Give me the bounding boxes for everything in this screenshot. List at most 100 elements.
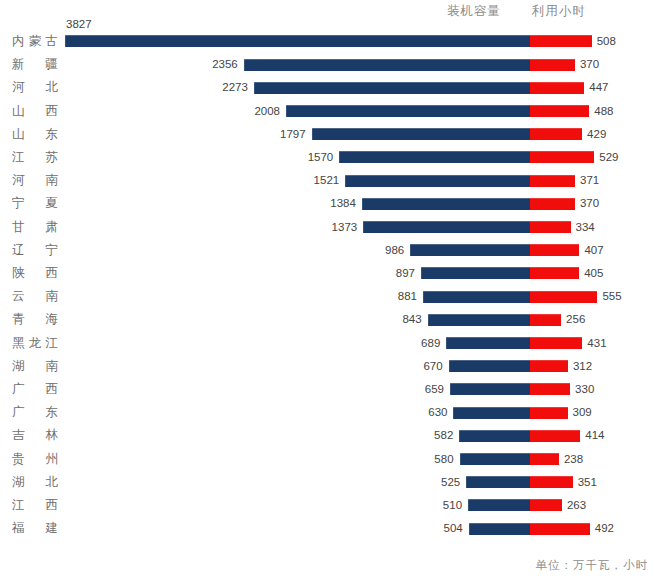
capacity-value-label: 1384 — [330, 192, 356, 215]
hours-value-label: 309 — [573, 401, 592, 424]
capacity-bar — [410, 244, 530, 256]
capacity-bar — [254, 82, 530, 94]
category-label: 江苏 — [12, 146, 58, 169]
capacity-bar — [423, 291, 530, 303]
hours-value-label: 508 — [597, 30, 616, 53]
hours-bar — [530, 35, 592, 47]
capacity-bar — [449, 360, 530, 372]
capacity-value-label: 1521 — [314, 169, 340, 192]
hours-value-label: 334 — [576, 216, 595, 239]
category-label: 辽宁 — [12, 239, 58, 262]
hours-value-label: 447 — [589, 76, 608, 99]
hours-bar — [530, 105, 589, 117]
capacity-value-label: 986 — [385, 239, 404, 262]
hours-bar — [530, 128, 582, 140]
chart-row: 吉林 582 414 — [0, 424, 654, 447]
hours-bar — [530, 291, 597, 303]
category-label: 广西 — [12, 378, 58, 401]
hours-bar — [530, 267, 579, 279]
category-label: 甘肃 — [12, 216, 58, 239]
chart-row: 青海 843 256 — [0, 308, 654, 331]
capacity-bar — [363, 221, 530, 233]
category-label: 黑龙江 — [12, 332, 58, 355]
capacity-value-label: 2356 — [212, 53, 238, 76]
capacity-value-label: 1797 — [280, 123, 306, 146]
hours-bar — [530, 523, 590, 535]
capacity-value-label: 689 — [421, 332, 440, 355]
category-label: 新疆 — [12, 53, 58, 76]
hours-bar — [530, 221, 571, 233]
capacity-bar — [362, 198, 530, 210]
capacity-bar — [453, 407, 530, 419]
capacity-value-label: 510 — [443, 494, 462, 517]
capacity-bar — [244, 59, 530, 71]
hours-bar — [530, 430, 580, 442]
chart-row: 河北 2273 447 — [0, 76, 654, 99]
chart-row: 新疆 2356 370 — [0, 53, 654, 76]
hours-value-label: 429 — [587, 123, 606, 146]
capacity-value-label: 3827 — [66, 18, 92, 30]
hours-value-label: 312 — [573, 355, 592, 378]
category-label: 内蒙古 — [12, 30, 58, 53]
capacity-value-label: 881 — [398, 285, 417, 308]
unit-note: 单位：万千瓦，小时 — [536, 558, 649, 573]
chart-row: 福建 504 492 — [0, 517, 654, 540]
hours-bar — [530, 151, 594, 163]
hours-value-label: 414 — [585, 424, 604, 447]
capacity-bar — [446, 337, 530, 349]
hours-bar — [530, 453, 559, 465]
chart-row: 宁夏 1384 370 — [0, 192, 654, 215]
chart-row: 云南 881 555 — [0, 285, 654, 308]
hours-value-label: 492 — [595, 517, 614, 540]
capacity-bar — [468, 499, 530, 511]
capacity-value-label: 630 — [428, 401, 447, 424]
category-label: 湖北 — [12, 471, 58, 494]
hours-value-label: 488 — [594, 100, 613, 123]
hours-value-label: 431 — [587, 332, 606, 355]
hours-value-label: 407 — [584, 239, 603, 262]
category-label: 山东 — [12, 123, 58, 146]
capacity-value-label: 2273 — [222, 76, 248, 99]
hours-bar — [530, 360, 568, 372]
hours-value-label: 555 — [602, 285, 621, 308]
capacity-bar — [459, 430, 530, 442]
chart-row: 广西 659 330 — [0, 378, 654, 401]
capacity-bar — [466, 476, 530, 488]
capacity-bar — [345, 175, 530, 187]
chart-row: 内蒙古 3827 508 — [0, 30, 654, 53]
capacity-value-label: 670 — [423, 355, 442, 378]
category-label: 江西 — [12, 494, 58, 517]
chart-row: 山东 1797 429 — [0, 123, 654, 146]
hours-bar — [530, 383, 570, 395]
chart-row: 甘肃 1373 334 — [0, 216, 654, 239]
capacity-bar — [339, 151, 530, 163]
capacity-value-label: 897 — [396, 262, 415, 285]
capacity-value-label: 659 — [425, 378, 444, 401]
category-label: 青海 — [12, 308, 58, 331]
hours-value-label: 529 — [599, 146, 618, 169]
chart-row: 陕西 897 405 — [0, 262, 654, 285]
capacity-bar — [286, 105, 530, 117]
capacity-value-label: 1570 — [308, 146, 334, 169]
capacity-bar — [450, 383, 530, 395]
category-label: 山西 — [12, 100, 58, 123]
hours-bar — [530, 337, 582, 349]
capacity-bar — [460, 453, 530, 465]
capacity-value-label: 2008 — [254, 100, 280, 123]
hours-bar — [530, 175, 575, 187]
category-label: 广东 — [12, 401, 58, 424]
capacity-bar — [428, 314, 530, 326]
hours-value-label: 370 — [580, 192, 599, 215]
capacity-value-label: 580 — [434, 448, 453, 471]
capacity-bar — [421, 267, 530, 279]
category-label: 湖南 — [12, 355, 58, 378]
hours-bar — [530, 407, 568, 419]
capacity-value-label: 1373 — [332, 216, 358, 239]
diverging-bar-chart: 装机容量 利用小时 内蒙古 3827 508 新疆 2356 370 河北 22… — [0, 0, 654, 583]
chart-row: 湖北 525 351 — [0, 471, 654, 494]
category-label: 河北 — [12, 76, 58, 99]
hours-value-label: 263 — [567, 494, 586, 517]
legend-hours-label: 利用小时 — [532, 3, 586, 20]
chart-row: 黑龙江 689 431 — [0, 332, 654, 355]
hours-value-label: 256 — [566, 308, 585, 331]
